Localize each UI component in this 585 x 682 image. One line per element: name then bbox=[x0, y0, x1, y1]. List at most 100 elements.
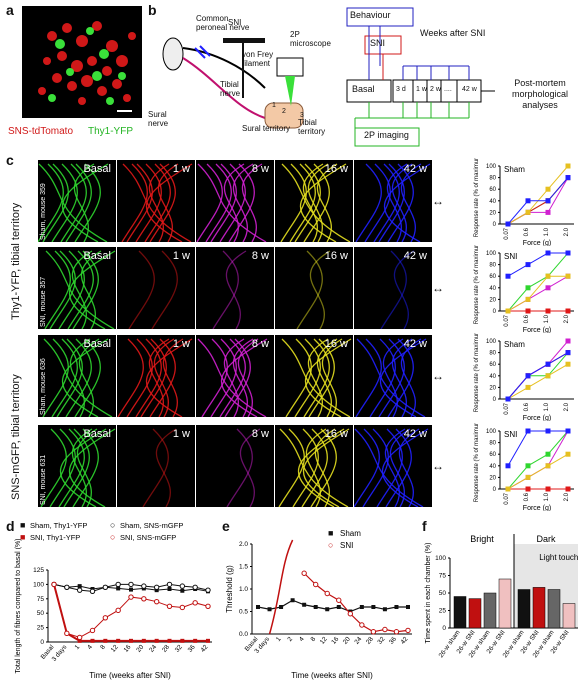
x-tick-label: 0.07 bbox=[504, 227, 510, 239]
fiber-stroke bbox=[285, 338, 312, 417]
chart-d: ■ Sham, Thy1-YFP ○ Sham, SNS-mGFP ■ SNI, Thy1… bbox=[15, 520, 212, 680]
y-tick-label: 20 bbox=[489, 385, 496, 391]
fiber-pattern bbox=[354, 428, 429, 507]
data-point bbox=[77, 638, 82, 643]
fiber-stroke bbox=[197, 338, 267, 417]
fiber-stroke bbox=[232, 163, 254, 242]
legend-marker: ■ bbox=[20, 520, 25, 530]
fiber-pattern bbox=[281, 338, 352, 417]
fiber-stroke bbox=[226, 428, 253, 507]
panel-label-f: f bbox=[422, 518, 427, 534]
data-point bbox=[545, 250, 551, 256]
micrograph-tile: 1 w bbox=[117, 425, 195, 507]
y-tick-label: 80 bbox=[489, 441, 496, 447]
fiber-pattern bbox=[380, 250, 415, 329]
x-tick-label: 2 bbox=[286, 635, 294, 643]
fiber-pattern bbox=[128, 250, 178, 329]
fiber-stroke bbox=[389, 428, 411, 507]
legend-marker: ■ bbox=[20, 532, 25, 542]
chart-title: Sham bbox=[504, 165, 525, 174]
timepoint-tag: 42 w bbox=[403, 338, 427, 350]
sni-early-rise bbox=[268, 539, 294, 635]
data-point bbox=[545, 486, 551, 492]
timepoint-tag: 8 w bbox=[251, 428, 269, 440]
data-point bbox=[166, 581, 173, 588]
x-tick-label: 1.0 bbox=[544, 227, 550, 236]
fiber-pattern bbox=[212, 250, 247, 329]
x-axis-label: Force (g) bbox=[523, 505, 551, 511]
fiber-stroke bbox=[301, 428, 328, 507]
fiber-stroke bbox=[162, 338, 184, 417]
fiber-stroke bbox=[126, 338, 153, 417]
fiber-stroke bbox=[237, 338, 259, 417]
micrograph-tile: Basal bbox=[38, 335, 116, 417]
x-tick-label: 36 bbox=[388, 635, 398, 645]
x-tick-label: 0.6 bbox=[524, 492, 530, 501]
fiber-stroke bbox=[80, 250, 102, 329]
y-tick-label: 100 bbox=[486, 429, 497, 435]
data-point bbox=[325, 607, 330, 612]
y-axis-label: Time spent in each chamber (%) bbox=[425, 543, 432, 644]
panel-label-a: a bbox=[6, 2, 14, 18]
data-point bbox=[565, 350, 571, 356]
data-point bbox=[545, 198, 551, 204]
data-point bbox=[525, 384, 531, 390]
timepoint-tag: 8 w bbox=[251, 163, 269, 175]
micrograph-tile: 42 w bbox=[354, 335, 432, 417]
y-tick-label: 80 bbox=[489, 176, 496, 182]
fiber-stroke bbox=[126, 163, 153, 242]
timepoint-tag: 1 w bbox=[172, 338, 190, 350]
row-group-label-sns: SNS-mGFP, tibial territory bbox=[10, 374, 22, 500]
y-tick-label: 20 bbox=[489, 475, 496, 481]
fiber-stroke bbox=[40, 428, 67, 507]
x-axis-label: Force (g) bbox=[523, 327, 551, 333]
label-sural-nerve: Sural nerve bbox=[148, 110, 169, 128]
response-rate-chart: 0 20 40 60 80 100 0.07 0.6 1.0 2.0 SNI Response rat… bbox=[474, 245, 574, 333]
fiber-stroke bbox=[355, 163, 382, 242]
fiber-stroke bbox=[304, 338, 352, 417]
fiber-stroke bbox=[151, 250, 178, 329]
fiber-stroke bbox=[38, 163, 108, 242]
data-point bbox=[394, 605, 399, 609]
group-label: Bright bbox=[470, 534, 494, 544]
data-point bbox=[129, 638, 133, 643]
data-point bbox=[565, 250, 571, 256]
y-tick-label: 75 bbox=[439, 573, 447, 580]
data-point bbox=[525, 486, 531, 492]
series-line bbox=[507, 165, 569, 225]
data-point bbox=[405, 627, 411, 634]
y-tick-label: 40 bbox=[489, 286, 496, 292]
micrograph-tile: 8 w bbox=[196, 335, 274, 417]
fiber-stroke bbox=[220, 338, 268, 417]
fiber-pattern bbox=[296, 250, 331, 329]
fiber-stroke bbox=[72, 250, 99, 329]
data-point bbox=[115, 607, 121, 614]
micrograph-tile: 16 w bbox=[275, 335, 353, 417]
fiber-stroke bbox=[308, 338, 335, 417]
fiber-stroke bbox=[49, 428, 76, 507]
micrograph-tile: 16 w bbox=[275, 425, 353, 507]
data-point bbox=[565, 273, 571, 279]
series-line bbox=[507, 352, 569, 400]
y-axis-label: Response rate (% of maximum) bbox=[474, 333, 480, 412]
fiber-stroke bbox=[316, 163, 338, 242]
x-tick-label: 2.0 bbox=[564, 314, 570, 323]
fiber-stroke bbox=[297, 428, 345, 507]
bar bbox=[532, 587, 546, 629]
fiber-stroke bbox=[303, 163, 330, 242]
series-line bbox=[303, 572, 409, 633]
fiber-pattern bbox=[121, 163, 193, 242]
data-point bbox=[115, 581, 121, 588]
data-point bbox=[76, 634, 83, 641]
fiber-stroke bbox=[153, 338, 175, 417]
y-tick-label: 100 bbox=[486, 339, 497, 345]
series-line bbox=[507, 453, 569, 490]
fiber-stroke bbox=[61, 338, 109, 417]
legend-label: SNI bbox=[340, 541, 353, 550]
x-tick-label: 8 bbox=[99, 643, 107, 651]
data-point bbox=[77, 584, 82, 589]
bar bbox=[468, 598, 482, 629]
fiber-stroke bbox=[51, 338, 78, 417]
data-point bbox=[336, 597, 342, 603]
legend-marker: ■ bbox=[328, 528, 333, 538]
